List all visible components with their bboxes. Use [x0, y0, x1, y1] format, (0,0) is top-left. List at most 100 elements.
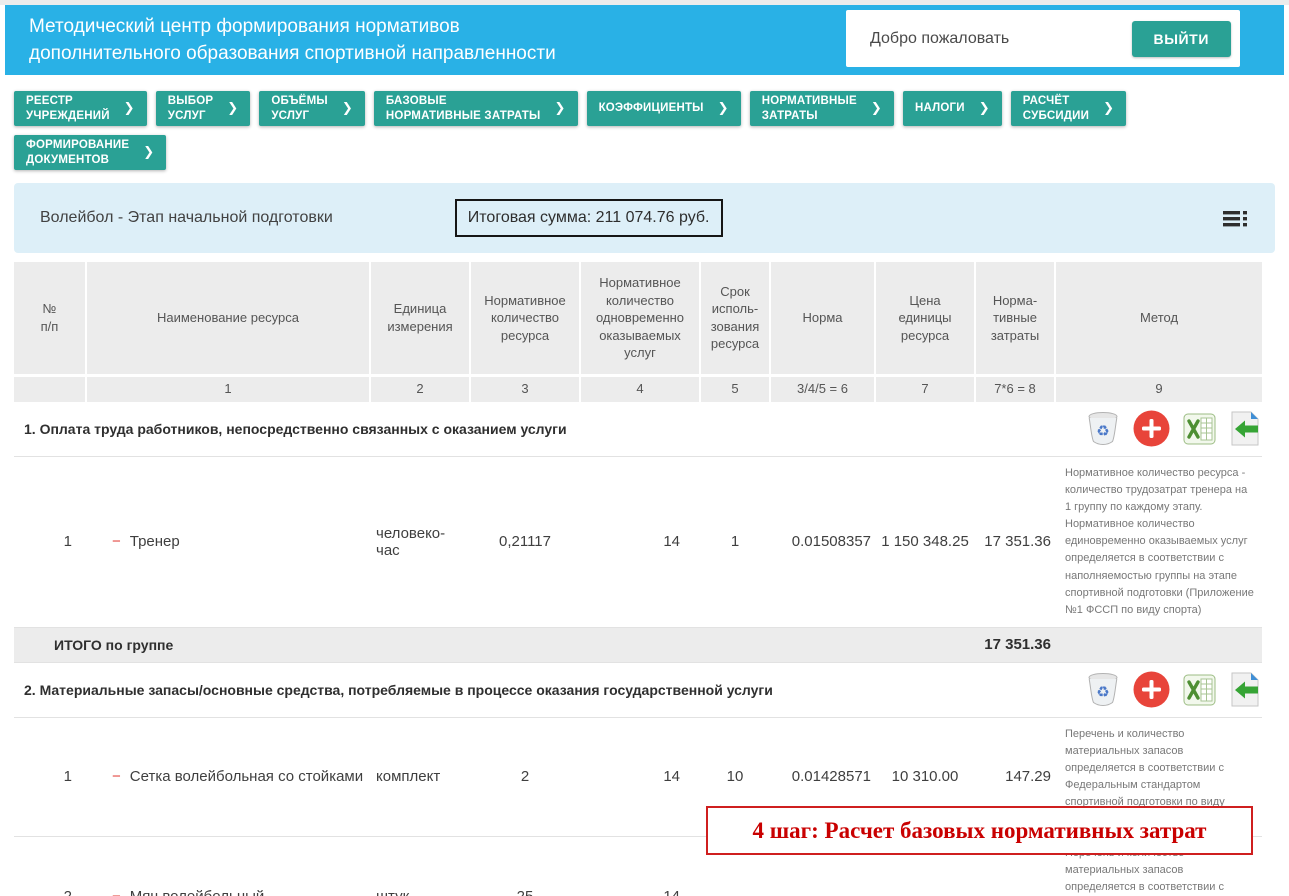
row-number: 2	[14, 836, 86, 896]
list-menu-icon[interactable]	[1222, 208, 1249, 229]
table-row-trainer: 1 − Тренер человеко-час 0,21117 14 1 0.01…	[14, 456, 1262, 628]
table-header-row: № п/п Наименование ресурса Единица измер…	[14, 262, 1262, 376]
section-2-header-row: 2. Материальные запасы/основные средства…	[14, 662, 1262, 718]
unit-cell: комплект	[370, 717, 470, 837]
col-number: 7*6 = 8	[974, 373, 1055, 402]
nav-coefficients-button[interactable]: КОЭФФИЦИЕНТЫ ❯	[586, 91, 741, 126]
col-header-cost: Норма- тивные затраты	[974, 262, 1055, 376]
chevron-right-icon: ❯	[717, 100, 729, 116]
qty-cell: 25	[470, 836, 580, 896]
resource-name: Сетка волейбольная со стойками	[129, 768, 364, 786]
delete-icon[interactable]: ♻	[1086, 411, 1120, 447]
collapse-minus-icon[interactable]: −	[112, 768, 121, 786]
col-number	[14, 373, 86, 402]
excel-export-icon[interactable]	[1183, 413, 1216, 445]
method-cell: Нормативное количество ресурса - количес…	[1055, 456, 1262, 628]
unit-cell: человеко-час	[370, 456, 470, 628]
table-colnumber-row: 1 2 3 4 5 3/4/5 = 6 7 7*6 = 8 9	[14, 373, 1262, 402]
collapse-minus-icon[interactable]: −	[112, 533, 121, 551]
col-number: 1	[85, 373, 370, 402]
group-total-row: ИТОГО по группе 17 351.36	[14, 627, 1262, 663]
nav-label: НАЛОГИ	[914, 102, 965, 115]
section-1-title: 1. Оплата труда работников, непосредстве…	[14, 401, 1055, 458]
group-total-label: ИТОГО по группе	[14, 627, 370, 663]
section-1-header-row: 1. Оплата труда работников, непосредстве…	[14, 401, 1262, 458]
add-icon[interactable]	[1133, 671, 1170, 708]
norm-cell: 0.01508357	[770, 456, 875, 628]
welcome-text: Добро пожаловать	[870, 29, 1010, 47]
nav-service-choice-button[interactable]: ВЫБОР УСЛУГ ❯	[155, 91, 251, 126]
excel-export-icon[interactable]	[1183, 674, 1216, 706]
collapse-minus-icon[interactable]: −	[112, 888, 121, 896]
nav-base-norm-costs-button[interactable]: БАЗОВЫЕ НОРМАТИВНЫЕ ЗАТРАТЫ ❯	[373, 91, 578, 126]
col-header-num: № п/п	[14, 262, 86, 376]
nav-registry-button[interactable]: РЕЕСТР УЧРЕЖДЕНИЙ ❯	[14, 91, 147, 126]
nav-row-2: ФОРМИРОВАНИЕ ДОКУМЕНТОВ ❯	[14, 135, 1275, 170]
col-header-simultaneous: Нормативное количество одновременно оказ…	[579, 262, 700, 376]
delete-icon[interactable]: ♻	[1086, 672, 1120, 708]
resource-name-cell: − Мяч волейбольный	[86, 836, 370, 896]
unit-cell: штук	[370, 836, 470, 896]
main-nav: РЕЕСТР УЧРЕЖДЕНИЙ ❯ ВЫБОР УСЛУГ ❯ ОБЪЁМЫ У…	[14, 91, 1275, 170]
price-cell: 1 150 348.25	[875, 456, 975, 628]
app-title-line1: Методический центр формирования норматив…	[29, 16, 460, 37]
logout-button[interactable]: ВЫЙТИ	[1131, 20, 1231, 57]
top-strip	[0, 0, 1289, 5]
col-header-qty: Нормативное количество ресурса	[469, 262, 580, 376]
nav-label: БАЗОВЫЕ НОРМАТИВНЫЕ ЗАТРАТЫ	[385, 95, 541, 122]
col-header-price: Цена единицы ресурса	[874, 262, 975, 376]
section-2-title: 2. Материальные запасы/основные средства…	[14, 662, 1055, 718]
chevron-right-icon: ❯	[341, 100, 353, 116]
chevron-right-icon: ❯	[227, 100, 239, 116]
cost-cell: 17 351.36	[975, 456, 1055, 628]
col-header-term: Срок исполь- зования ресурса	[699, 262, 770, 376]
resource-name-cell: − Тренер	[86, 456, 370, 628]
section-2-toolbar: ♻	[1055, 671, 1262, 708]
nav-label: ВЫБОР УСЛУГ	[167, 95, 214, 122]
simultaneous-cell: 14	[580, 836, 700, 896]
nav-norm-costs-button[interactable]: НОРМАТИВНЫЕ ЗАТРАТЫ ❯	[749, 91, 894, 126]
total-sum-box: Итоговая сумма: 211 074.76 руб.	[454, 199, 723, 237]
chevron-right-icon: ❯	[1103, 100, 1115, 116]
import-icon[interactable]	[1229, 411, 1260, 446]
chevron-right-icon: ❯	[978, 100, 990, 116]
svg-text:♻: ♻	[1096, 423, 1109, 440]
resources-table: № п/п Наименование ресурса Единица измер…	[14, 262, 1262, 896]
chevron-right-icon: ❯	[143, 144, 155, 160]
app-header: Методический центр формирования норматив…	[5, 5, 1284, 75]
nav-service-volumes-button[interactable]: ОБЪЁМЫ УСЛУГ ❯	[259, 91, 365, 126]
col-number: 9	[1054, 373, 1262, 402]
row-number: 1	[14, 717, 86, 837]
col-number: 5	[699, 373, 770, 402]
simultaneous-cell: 14	[580, 456, 700, 628]
nav-label: ФОРМИРОВАНИЕ ДОКУМЕНТОВ	[26, 139, 130, 166]
nav-subsidy-calc-button[interactable]: РАСЧЁТ СУБСИДИИ ❯	[1010, 91, 1127, 126]
nav-label: НОРМАТИВНЫЕ ЗАТРАТЫ	[761, 95, 857, 122]
qty-cell: 2	[470, 717, 580, 837]
row-number: 1	[14, 456, 86, 628]
info-bar: Волейбол - Этап начальной подготовки Ито…	[14, 183, 1275, 253]
qty-cell: 0,21117	[470, 456, 580, 628]
nav-row-1: РЕЕСТР УЧРЕЖДЕНИЙ ❯ ВЫБОР УСЛУГ ❯ ОБЪЁМЫ У…	[14, 91, 1275, 126]
service-name: Волейбол - Этап начальной подготовки	[40, 209, 333, 226]
term-cell: 1	[700, 456, 770, 628]
col-number: 3	[469, 373, 580, 402]
nav-label: РАСЧЁТ СУБСИДИИ	[1022, 95, 1090, 122]
add-icon[interactable]	[1133, 410, 1170, 447]
app-title-line2: дополнительного образования спортивной н…	[29, 43, 556, 64]
resource-name: Мяч волейбольный	[130, 888, 265, 896]
nav-document-formation-button[interactable]: ФОРМИРОВАНИЕ ДОКУМЕНТОВ ❯	[14, 135, 167, 170]
nav-taxes-button[interactable]: НАЛОГИ ❯	[902, 91, 1002, 126]
col-header-norm: Норма	[769, 262, 875, 376]
group-total-value: 17 351.36	[975, 627, 1055, 663]
import-icon[interactable]	[1229, 672, 1260, 707]
resource-name: Тренер	[129, 533, 180, 551]
col-number: 7	[874, 373, 975, 402]
svg-text:♻: ♻	[1096, 684, 1109, 701]
col-header-resource-name: Наименование ресурса	[85, 262, 370, 376]
nav-label: КОЭФФИЦИЕНТЫ	[598, 102, 704, 115]
nav-label: ОБЪЁМЫ УСЛУГ	[271, 95, 328, 122]
chevron-right-icon: ❯	[870, 100, 882, 116]
nav-label: РЕЕСТР УЧРЕЖДЕНИЙ	[26, 95, 110, 122]
chevron-right-icon: ❯	[554, 100, 566, 116]
